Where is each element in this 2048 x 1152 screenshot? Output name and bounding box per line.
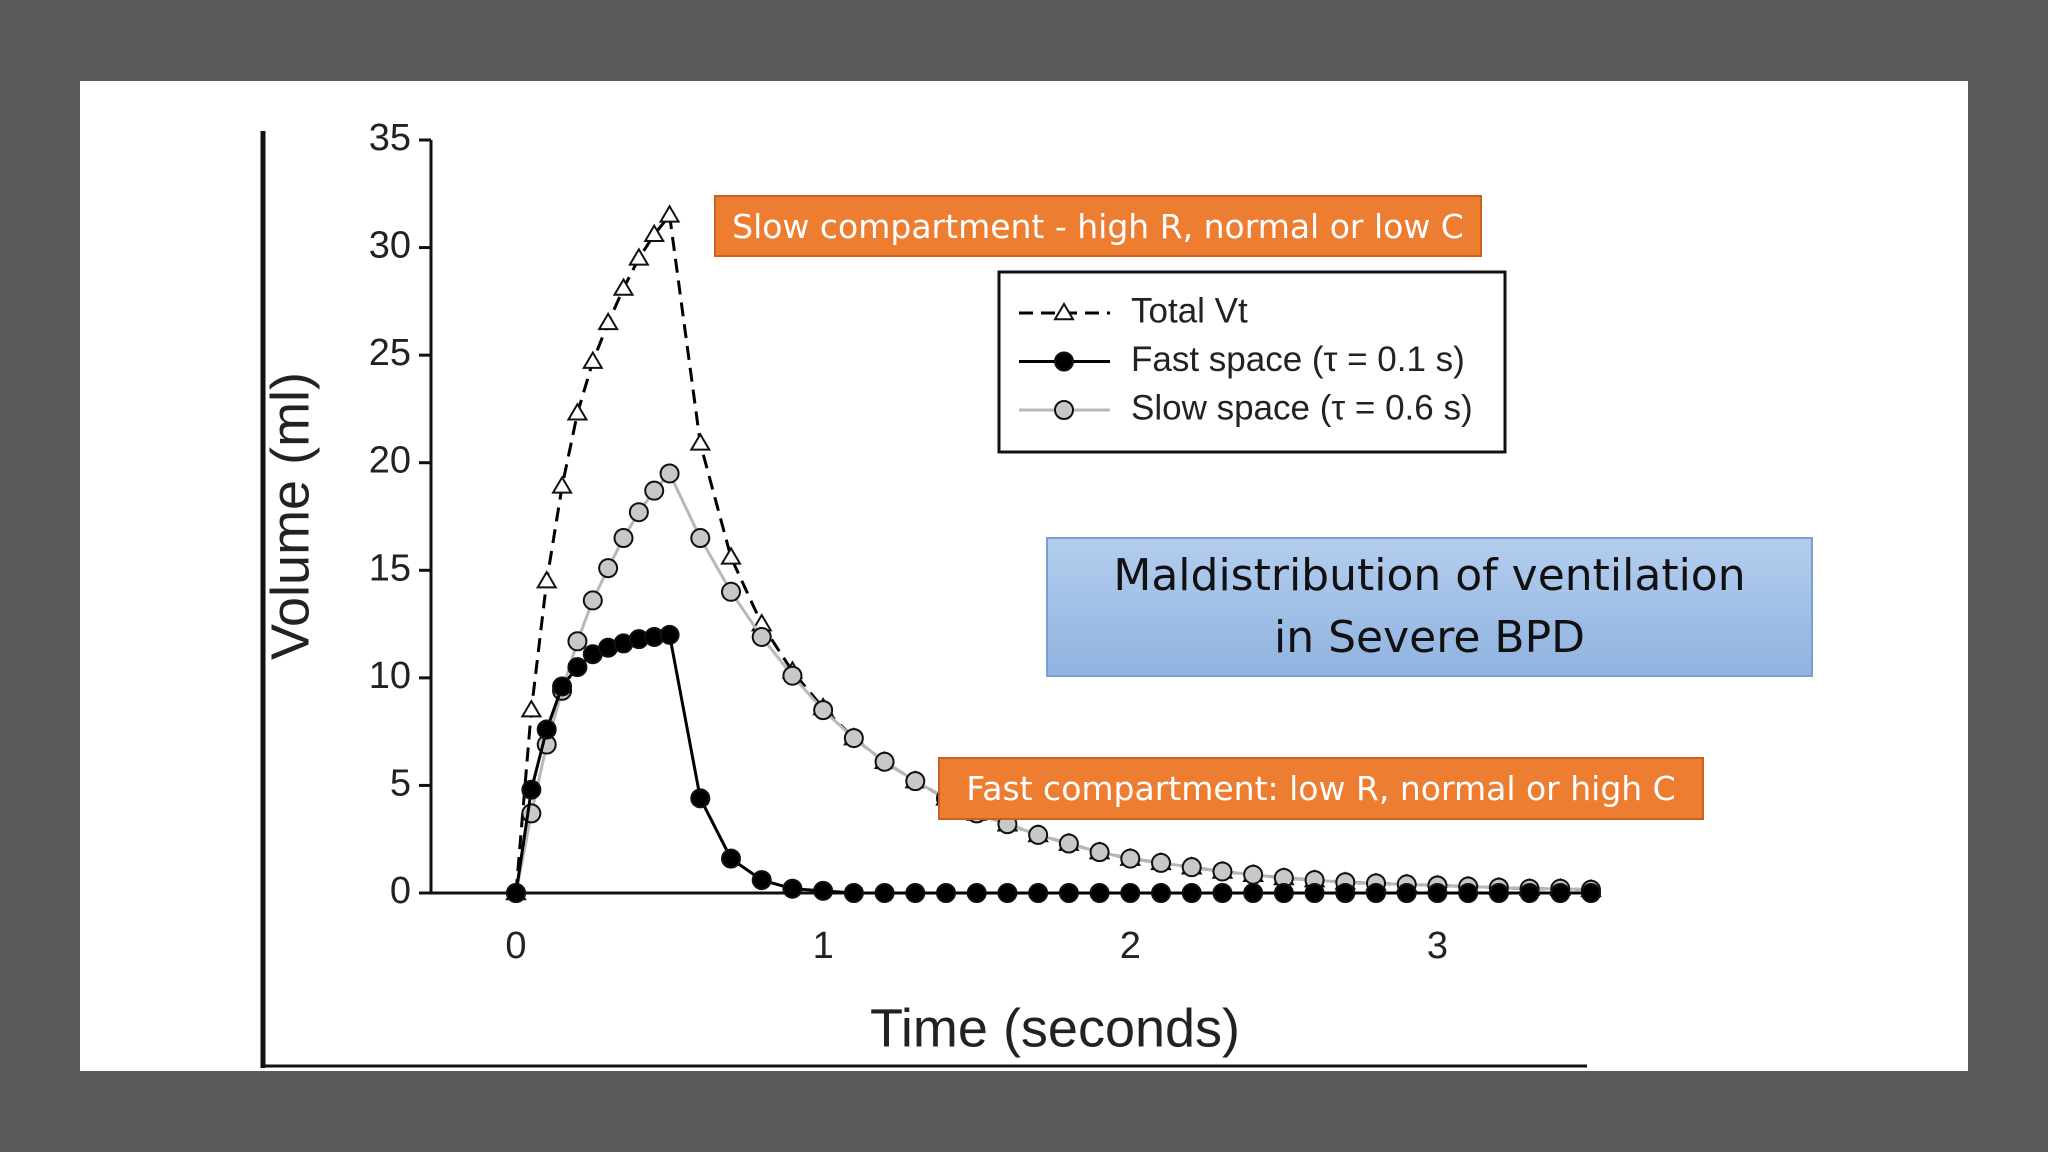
- data-point: [521, 803, 542, 824]
- data-point: [782, 878, 803, 899]
- data-point: [506, 883, 526, 903]
- x-tick-label: 3: [1427, 925, 1448, 967]
- annotation: Maldistribution of ventilation in Severe…: [1046, 537, 1813, 677]
- data-point: [521, 779, 542, 800]
- data-point: [1089, 842, 1110, 863]
- data-point: [612, 277, 635, 296]
- legend-marker: [1054, 351, 1074, 372]
- data-point: [1089, 883, 1110, 903]
- data-point: [966, 883, 987, 903]
- x-tick-label: 0: [505, 925, 526, 967]
- data-point: [551, 475, 573, 494]
- legend-marker: [1054, 400, 1074, 420]
- x-tick-label: 1: [813, 925, 834, 967]
- data-point: [1181, 883, 1202, 903]
- data-point: [567, 631, 588, 652]
- data-point: [1120, 883, 1141, 903]
- y-tick-label: 10: [369, 655, 411, 697]
- data-point: [936, 883, 956, 903]
- data-point: [874, 751, 895, 772]
- data-point: [613, 528, 634, 549]
- data-point: [905, 883, 926, 903]
- data-point: [843, 728, 864, 749]
- data-point: [552, 676, 573, 697]
- data-point: [566, 402, 589, 421]
- data-point: [1181, 857, 1202, 878]
- data-point: [905, 771, 926, 792]
- y-axis-label: Volume (ml): [260, 372, 320, 660]
- y-tick-label: 25: [369, 332, 411, 374]
- data-point: [1396, 883, 1417, 903]
- annotation: Fast compartment: low R, normal or high …: [938, 757, 1704, 820]
- data-point: [1151, 883, 1171, 903]
- data-point: [535, 570, 558, 589]
- data-point: [690, 528, 711, 549]
- data-point: [1488, 883, 1509, 903]
- data-point: [1581, 883, 1601, 903]
- legend-label: Slow space (τ = 0.6 s): [1131, 388, 1473, 427]
- data-point: [1212, 883, 1233, 903]
- data-point: [567, 657, 588, 678]
- data-point: [751, 626, 772, 647]
- data-point: [536, 719, 557, 740]
- data-point: [1427, 883, 1448, 903]
- x-tick-label: 2: [1120, 925, 1141, 967]
- data-point: [658, 204, 681, 223]
- y-tick-label: 15: [369, 547, 411, 589]
- x-axis-label: Time (seconds): [870, 998, 1240, 1058]
- y-tick-label: 0: [390, 870, 411, 912]
- data-point: [782, 665, 803, 686]
- data-point: [628, 247, 650, 266]
- data-point: [1335, 883, 1356, 903]
- data-point: [751, 870, 772, 891]
- data-point: [1458, 883, 1479, 903]
- data-point: [813, 700, 834, 721]
- data-point: [659, 463, 680, 484]
- data-point: [1212, 861, 1233, 882]
- data-point: [628, 502, 649, 523]
- data-point: [582, 590, 603, 611]
- data-point: [644, 480, 665, 501]
- data-point: [1366, 883, 1386, 903]
- data-point: [843, 883, 864, 903]
- data-point: [643, 223, 665, 242]
- data-point: [874, 883, 895, 903]
- data-point: [520, 699, 543, 718]
- y-tick-label: 5: [390, 762, 411, 804]
- data-point: [1120, 848, 1141, 869]
- data-point: [582, 350, 604, 369]
- legend-label: Total Vt: [1131, 291, 1248, 330]
- legend-label: Fast space (τ = 0.1 s): [1131, 340, 1465, 379]
- data-point: [1058, 883, 1079, 903]
- legend-marker: [1053, 302, 1075, 321]
- y-tick-label: 30: [369, 225, 411, 267]
- data-point: [1243, 883, 1264, 903]
- data-point: [1550, 883, 1571, 903]
- data-point: [598, 558, 619, 579]
- data-point: [1151, 852, 1171, 873]
- data-point: [1243, 864, 1264, 885]
- data-point: [690, 788, 711, 809]
- y-tick-label: 35: [369, 117, 411, 159]
- data-point: [1058, 833, 1079, 854]
- y-tick-label: 20: [369, 440, 411, 482]
- data-point: [597, 311, 619, 331]
- data-point: [1273, 883, 1294, 903]
- data-point: [997, 883, 1018, 903]
- data-point: [720, 546, 742, 565]
- data-point: [1304, 883, 1325, 903]
- data-point: [1028, 824, 1049, 845]
- data-point: [659, 624, 680, 645]
- data-point: [813, 880, 834, 901]
- annotation: Slow compartment - high R, normal or low…: [714, 195, 1482, 257]
- data-point: [1519, 883, 1540, 903]
- data-point: [721, 848, 741, 869]
- data-point: [689, 432, 712, 451]
- data-point: [721, 581, 741, 602]
- data-point: [1028, 883, 1049, 903]
